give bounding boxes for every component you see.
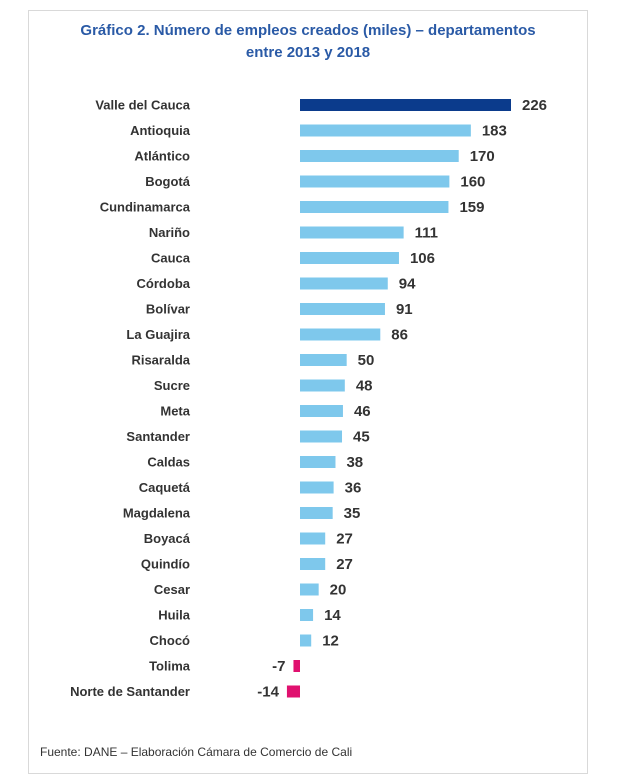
bar [300,354,347,366]
data-label: 48 [356,378,373,395]
bar [300,277,388,290]
category-label: Norte de Santander [70,684,190,699]
chart-title-line-2: entre 2013 y 2018 [245,44,371,61]
data-label: -7 [272,658,285,675]
bar [286,685,300,698]
source-note: Fuente: DANE – Elaboración Cámara de Com… [40,745,353,759]
bar [300,583,319,596]
category-label: Bolívar [146,302,190,317]
bar [300,532,326,545]
bar [300,124,471,137]
category-label: Risaralda [131,353,190,368]
bar [300,379,345,392]
category-label: Tolima [149,659,191,674]
bar [300,609,314,621]
chart-frame [28,10,588,774]
bar [293,660,300,672]
category-label: Cauca [151,251,191,266]
category-label: Quindío [141,557,190,572]
category-label: Caldas [147,455,190,470]
category-label: Córdoba [137,276,191,291]
data-label: -14 [257,684,279,701]
data-label: 160 [460,174,485,191]
data-label: 91 [396,301,413,318]
data-label: 111 [415,225,438,242]
data-label: 27 [336,556,353,573]
category-label: Huila [158,608,191,623]
data-label: 170 [470,148,495,165]
category-label: Nariño [149,225,190,240]
category-label: Chocó [150,633,191,648]
bar [300,430,343,443]
category-label: Magdalena [123,506,191,521]
category-label: Santander [126,429,190,444]
data-label: 183 [482,123,507,140]
category-label: Sucre [154,378,190,393]
bar [300,634,312,647]
category-label: Bogotá [145,174,191,189]
category-label: Boyacá [144,531,191,546]
data-label: 159 [459,199,484,216]
data-label: 94 [399,276,416,293]
data-label: 50 [358,352,375,369]
data-label: 38 [346,454,363,471]
bar [300,405,343,417]
data-label: 27 [336,531,353,548]
data-label: 226 [522,97,547,114]
data-label: 36 [345,480,362,497]
bar [300,328,381,341]
category-label: Valle del Cauca [95,98,190,113]
category-label: Cesar [154,582,190,597]
category-label: Meta [160,404,190,419]
data-label: 12 [322,633,339,650]
category-label: Antioquia [130,123,191,138]
category-label: La Guajira [126,327,190,342]
bar [300,303,385,315]
data-label: 106 [410,250,435,267]
data-label: 86 [391,327,408,344]
chart-title-line-1: Gráfico 2. Número de empleos creados (mi… [80,22,536,39]
bar [300,456,336,468]
bar [300,150,459,162]
bar [300,99,511,111]
data-label: 20 [330,582,347,599]
data-label: 46 [354,403,371,420]
data-label: 45 [353,429,370,446]
category-label: Cundinamarca [100,200,191,215]
category-label: Caquetá [139,480,191,495]
bar [300,481,334,494]
bar [300,252,399,264]
bar [300,226,404,239]
data-label: 35 [344,505,361,522]
bar [300,201,449,213]
data-label: 14 [324,607,341,624]
bar [300,175,450,188]
chart-title: Gráfico 2. Número de empleos creados (mi… [28,20,588,64]
bar [300,507,333,519]
bar [300,558,326,570]
category-label: Atlántico [134,149,190,164]
